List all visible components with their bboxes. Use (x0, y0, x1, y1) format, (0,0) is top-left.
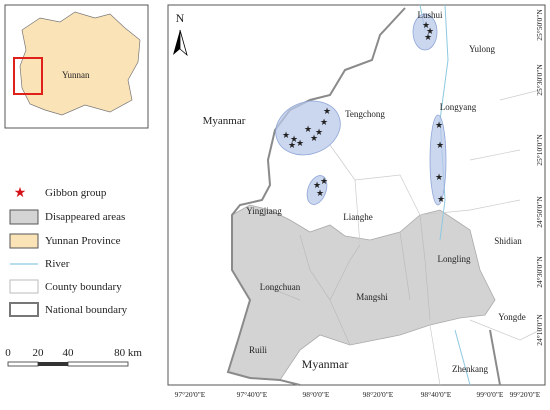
gibbon-groups: ★★★ ★ ★★★ ★★★★★ ★★★ ★★★★ (282, 20, 445, 204)
svg-text:★: ★ (315, 127, 323, 137)
latitude-label: 25°10'0"N (535, 134, 544, 166)
county-boundary (329, 89, 541, 386)
svg-text:★: ★ (296, 138, 304, 148)
scale-bar (7, 361, 129, 367)
latitude-label: 25°50'0"N (535, 9, 544, 41)
national-boundary (226, 7, 501, 386)
svg-text:★: ★ (435, 172, 443, 182)
place-label: Longling (438, 254, 471, 264)
legend-label: Gibbon group (45, 187, 107, 199)
longitude-label: 98°0'0"E (303, 390, 330, 399)
county-boundary (261, 214, 431, 346)
svg-text:★: ★ (437, 194, 445, 204)
legend-swatch (9, 279, 39, 294)
svg-text:★: ★ (422, 20, 430, 30)
legend-label: River (45, 258, 70, 270)
latitude-label: 25°30'0"N (535, 64, 544, 96)
svg-text:★: ★ (316, 188, 324, 198)
svg-text:★: ★ (313, 180, 321, 190)
place-label: Myanmar (302, 357, 349, 371)
place-label: Zhenkang (452, 364, 488, 374)
legend-swatch (9, 302, 39, 317)
latitude-label: 24°30'0"N (535, 256, 544, 288)
longitude-label: 97°40'0"E (237, 390, 268, 399)
place-label: Lushui (417, 10, 443, 20)
svg-text:★: ★ (426, 26, 434, 36)
longitude-label: 99°20'0"E (510, 390, 541, 399)
longitude-label: 98°40'0"E (421, 390, 452, 399)
svg-text:★: ★ (436, 140, 444, 150)
legend-swatch (9, 233, 39, 249)
place-label: Longchuan (260, 282, 301, 292)
place-label: Lianghe (343, 212, 373, 222)
svg-text:★: ★ (424, 32, 432, 42)
place-label: Mangshi (356, 292, 388, 302)
legend-label: Disappeared areas (45, 211, 125, 223)
legend-swatch (9, 209, 39, 225)
latitude-label: 24°50'0"N (535, 196, 544, 228)
place-label: Longyang (440, 102, 477, 112)
scale-label: 20 (33, 347, 45, 359)
scale-label: 0 (5, 347, 11, 359)
svg-text:★: ★ (290, 134, 298, 144)
svg-text:★: ★ (282, 130, 290, 140)
north-arrow (173, 29, 188, 57)
place-label: Myanmar (203, 115, 246, 127)
longitude-label: 99°0'0"E (477, 390, 504, 399)
latitude-label: 24°10'0"N (535, 314, 544, 346)
inset-label: Yunnan (62, 70, 90, 80)
scale-label: 80 km (114, 347, 142, 359)
north-label: N (176, 11, 185, 25)
svg-text:★: ★ (435, 120, 443, 130)
legend-star: ★ (14, 186, 27, 201)
place-label: Shidian (494, 236, 522, 246)
svg-text:★: ★ (320, 176, 328, 186)
longitude-label: 97°20'0"E (175, 390, 206, 399)
svg-text:★: ★ (320, 117, 328, 127)
longitude-label: 98°20'0"E (363, 390, 394, 399)
svg-text:★: ★ (304, 124, 312, 134)
legend: ★ (9, 186, 39, 317)
legend-label: County boundary (45, 281, 122, 293)
place-label: Yingjiang (246, 206, 282, 216)
place-label: Ruili (249, 345, 268, 355)
legend-label: National boundary (45, 304, 128, 316)
place-label: Tengchong (345, 109, 385, 119)
study-area-box (13, 57, 43, 95)
svg-text:★: ★ (310, 133, 318, 143)
gibbon-ranges (275, 13, 447, 206)
legend-label: Yunnan Province (45, 235, 121, 247)
place-label: Yongde (498, 312, 526, 322)
svg-text:★: ★ (288, 140, 296, 150)
scale-label: 40 (63, 347, 75, 359)
yunnan-shape (19, 11, 141, 116)
place-label: Yulong (469, 44, 496, 54)
svg-text:★: ★ (323, 106, 331, 116)
